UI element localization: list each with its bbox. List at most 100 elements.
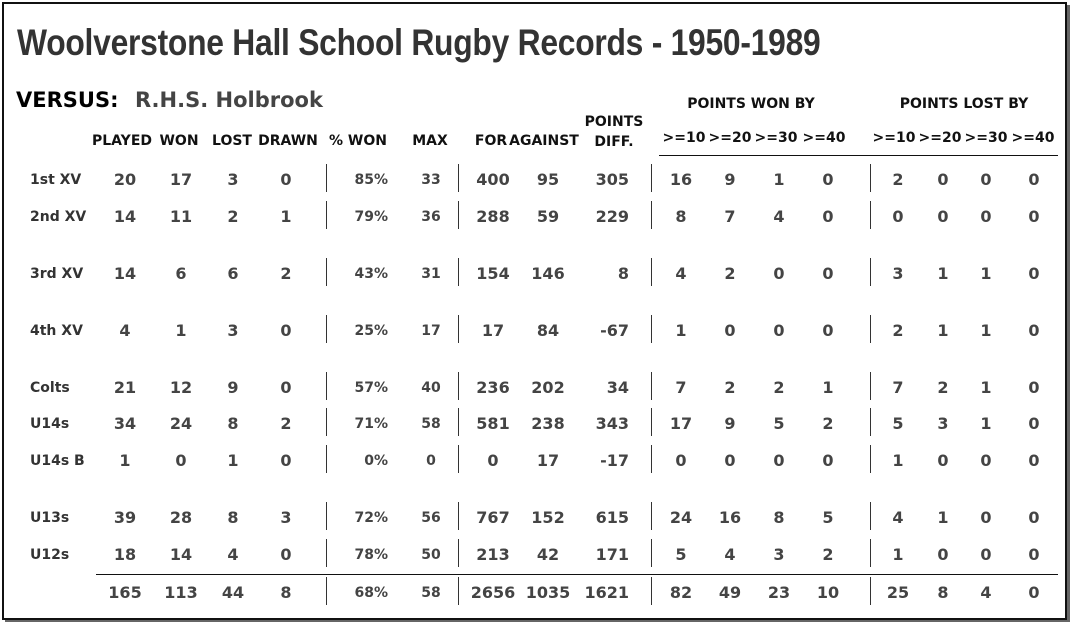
cell-played: 4 xyxy=(119,321,131,340)
cell-w30: 1 xyxy=(773,170,785,189)
cell-drawn: 0 xyxy=(280,451,292,470)
cell-l10: 1 xyxy=(892,451,904,470)
row-team-label: 1st XV xyxy=(30,172,82,188)
column-divider xyxy=(458,502,459,530)
cell-diff: -67 xyxy=(600,321,629,340)
header-lost-20: >=20 xyxy=(918,130,962,146)
row-team-label: U14s xyxy=(30,416,70,432)
cell-won: 24 xyxy=(169,414,193,433)
cell-l30: 0 xyxy=(980,451,992,470)
cell-drawn: 0 xyxy=(280,321,292,340)
cell-l10: 4 xyxy=(892,508,904,527)
cell-max: 50 xyxy=(421,547,441,563)
cell-w10: 4 xyxy=(675,264,687,283)
header-underline xyxy=(659,155,1058,156)
total-w20: 49 xyxy=(718,583,742,602)
cell-max: 31 xyxy=(421,266,441,282)
cell-w40: 0 xyxy=(822,207,834,226)
cell-for: 581 xyxy=(476,414,510,433)
cell-w20: 2 xyxy=(724,264,736,283)
cell-l20: 2 xyxy=(937,378,949,397)
cell-w40: 2 xyxy=(822,545,834,564)
cell-won: 12 xyxy=(169,378,193,397)
header-against: AGAINST xyxy=(509,133,579,149)
cell-diff: -17 xyxy=(600,451,629,470)
cell-lost: 1 xyxy=(227,451,239,470)
cell-pct: 57% xyxy=(354,380,388,396)
column-divider xyxy=(458,445,459,473)
cell-l30: 1 xyxy=(980,378,992,397)
header-lost-40: >=40 xyxy=(1011,130,1055,146)
cell-for: 288 xyxy=(476,207,510,226)
cell-l40: 0 xyxy=(1028,508,1040,527)
cell-drawn: 1 xyxy=(280,207,292,226)
cell-w30: 4 xyxy=(773,207,785,226)
cell-won: 1 xyxy=(175,321,187,340)
row-team-label: 2nd XV xyxy=(30,209,87,225)
header-played: PLAYED xyxy=(92,133,152,149)
row-team-label: 3rd XV xyxy=(30,266,84,282)
header-won: WON xyxy=(159,133,199,149)
cell-max: 40 xyxy=(421,380,441,396)
cell-won: 17 xyxy=(169,170,193,189)
total-pct: 68% xyxy=(354,585,388,601)
column-divider xyxy=(870,164,871,192)
points-lost-by-header: POINTS LOST BY xyxy=(899,96,1029,112)
cell-w10: 1 xyxy=(675,321,687,340)
cell-l30: 0 xyxy=(980,207,992,226)
cell-w20: 4 xyxy=(724,545,736,564)
cell-played: 21 xyxy=(113,378,137,397)
cell-won: 0 xyxy=(175,451,187,470)
header-max: MAX xyxy=(412,133,448,149)
cell-played: 20 xyxy=(113,170,137,189)
column-divider xyxy=(326,372,327,400)
column-divider xyxy=(326,201,327,229)
cell-max: 36 xyxy=(421,209,441,225)
versus-label: VERSUS: xyxy=(16,88,119,112)
total-drawn: 8 xyxy=(280,583,292,602)
cell-won: 6 xyxy=(175,264,187,283)
header-lost: LOST xyxy=(212,133,252,149)
row-team-label: U13s xyxy=(30,510,70,526)
cell-pct: 43% xyxy=(354,266,388,282)
cell-diff: 229 xyxy=(595,207,629,226)
column-divider xyxy=(458,372,459,400)
column-divider xyxy=(870,445,871,473)
cell-pct: 85% xyxy=(354,172,388,188)
cell-w30: 0 xyxy=(773,321,785,340)
column-divider xyxy=(458,539,459,567)
column-divider xyxy=(326,164,327,192)
cell-diff: 34 xyxy=(606,378,629,397)
header-won-40: >=40 xyxy=(802,130,846,146)
cell-pct: 0% xyxy=(364,453,388,469)
cell-won: 11 xyxy=(169,207,193,226)
header-won-20: >=20 xyxy=(708,130,752,146)
cell-w20: 9 xyxy=(724,170,736,189)
cell-w20: 0 xyxy=(724,451,736,470)
column-divider xyxy=(651,258,652,286)
cell-w10: 17 xyxy=(669,414,693,433)
points-won-by-header: POINTS WON BY xyxy=(687,96,815,112)
cell-l40: 0 xyxy=(1028,207,1040,226)
cell-for: 154 xyxy=(476,264,510,283)
row-team-label: U14s B xyxy=(30,453,85,469)
column-divider xyxy=(870,315,871,343)
column-divider xyxy=(326,445,327,473)
cell-l20: 0 xyxy=(937,545,949,564)
column-divider xyxy=(651,445,652,473)
cell-drawn: 2 xyxy=(280,414,292,433)
header-lost-30: >=30 xyxy=(964,130,1008,146)
cell-w40: 0 xyxy=(822,264,834,283)
cell-w30: 0 xyxy=(773,451,785,470)
cell-l40: 0 xyxy=(1028,451,1040,470)
cell-lost: 6 xyxy=(227,264,239,283)
cell-against: 17 xyxy=(536,451,560,470)
header-points: POINTS xyxy=(584,114,644,130)
cell-drawn: 0 xyxy=(280,545,292,564)
total-l10: 25 xyxy=(886,583,910,602)
cell-for: 400 xyxy=(476,170,510,189)
column-divider xyxy=(458,164,459,192)
cell-diff: 615 xyxy=(595,508,629,527)
cell-played: 14 xyxy=(113,207,137,226)
